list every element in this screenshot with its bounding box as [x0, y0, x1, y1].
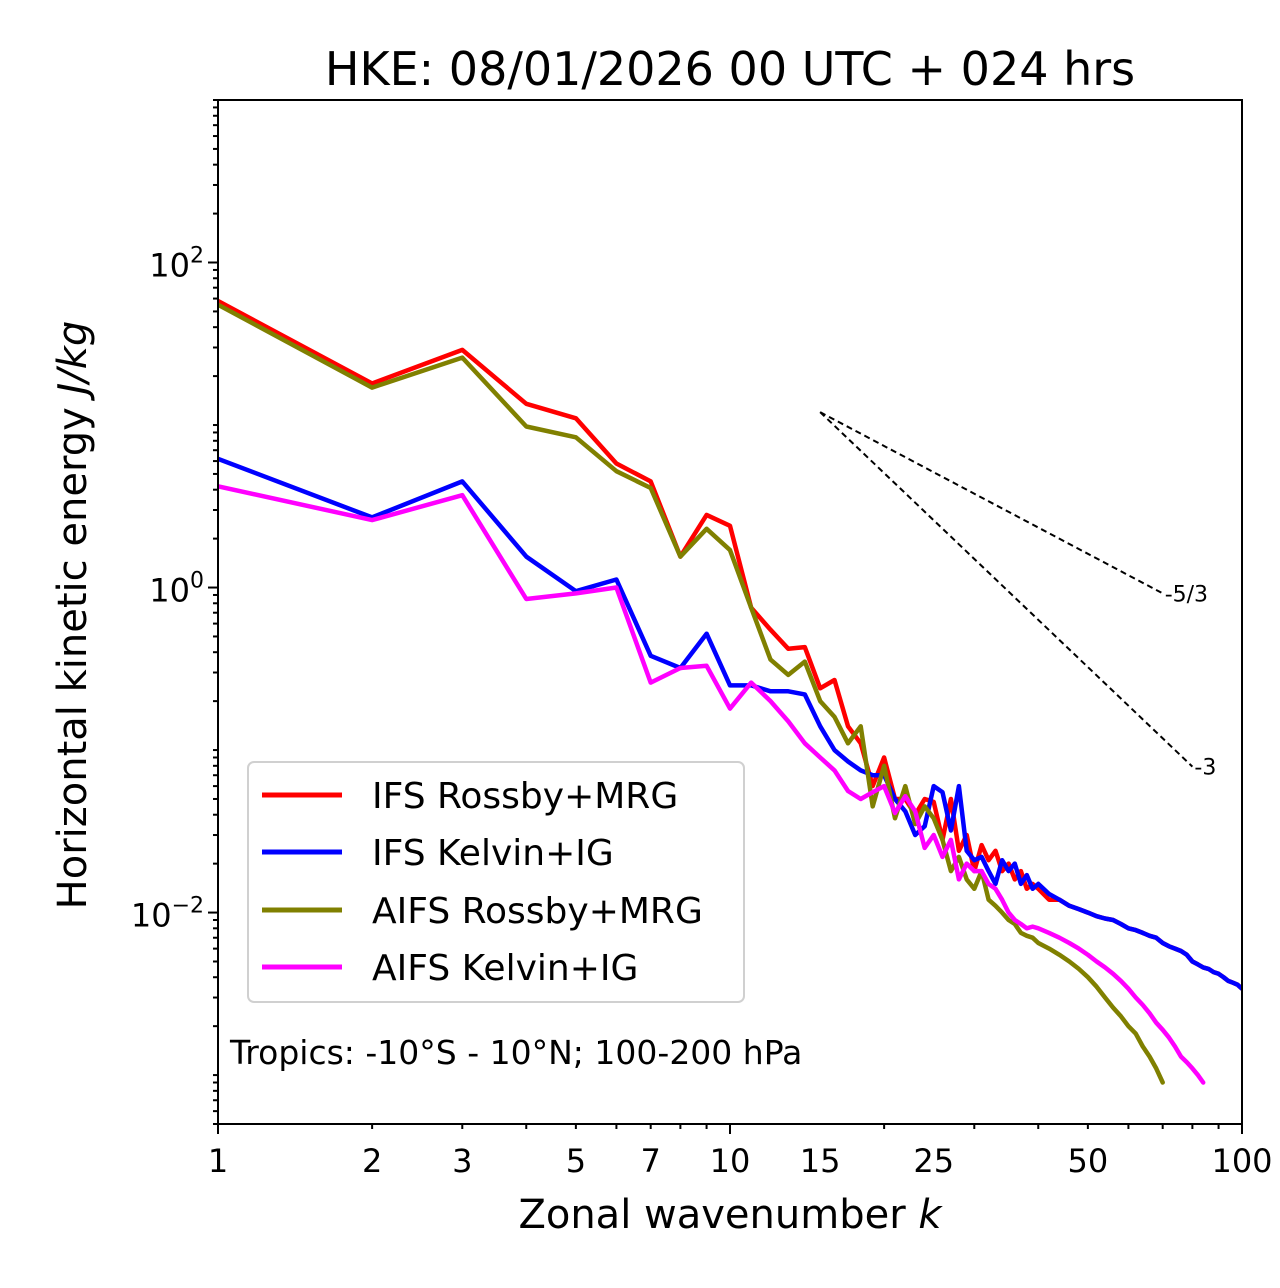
legend-label-aifs-kelvin: AIFS Kelvin+IG — [372, 948, 638, 989]
x-axis-label-var: k — [918, 1192, 943, 1238]
reference-slopes: -5/3 -3 — [819, 411, 1216, 781]
y-tick-label: 100 — [149, 569, 204, 610]
y-axis-label-text: Horizontal kinetic energy — [50, 407, 96, 909]
x-tick-label: 15 — [800, 1142, 841, 1180]
series-line-aifs-rossby-mrg — [218, 302, 1165, 1085]
legend-box — [247, 761, 745, 1003]
legend: IFS Rossby+MRG IFS Kelvin+IG AIFS Rossby… — [247, 761, 745, 1003]
y-axis-label-units: J/kg — [50, 321, 96, 402]
x-tick-label: 5 — [566, 1142, 586, 1180]
reference-slope-label: -3 — [1194, 756, 1216, 781]
x-tick-label: 2 — [362, 1142, 382, 1180]
region-annotation: Tropics: -10°S - 10°N; 100-200 hPa — [229, 1033, 802, 1072]
x-tick-label: 3 — [452, 1142, 472, 1180]
legend-label-aifs-rossby: AIFS Rossby+MRG — [372, 891, 703, 932]
series-layer — [218, 298, 1242, 1085]
x-tick-label: 7 — [641, 1142, 661, 1180]
x-tick-label: 1 — [208, 1142, 228, 1180]
series-line-ifs-kelvin-ig — [218, 456, 1242, 991]
legend-label-ifs-kelvin: IFS Kelvin+IG — [372, 833, 614, 874]
reference-slope-line — [819, 411, 1194, 768]
x-axis-label: Zonal wavenumber k — [518, 1192, 943, 1238]
x-tick-label: 100 — [1211, 1142, 1272, 1180]
x-axis-label-text: Zonal wavenumber — [518, 1192, 906, 1238]
y-axis-label: Horizontal kinetic energy J/kg — [50, 321, 96, 910]
x-tick-label: 10 — [710, 1142, 751, 1180]
y-tick-labels: 10−2 100 102 — [131, 244, 204, 935]
reference-slope-label: -5/3 — [1165, 582, 1208, 607]
reference-slope-line — [819, 411, 1164, 595]
plot-frame — [217, 99, 1243, 1125]
chart-title: HKE: 08/01/2026 00 UTC + 024 hrs — [325, 42, 1135, 96]
series-line-aifs-kelvin-ig — [218, 484, 1206, 1085]
x-tick-labels: 1 2 3 5 7 10 15 25 50 100 — [208, 1142, 1273, 1180]
x-tick-label: 25 — [913, 1142, 954, 1180]
y-tick-label: 10−2 — [131, 894, 204, 935]
x-tick-label: 50 — [1068, 1142, 1109, 1180]
y-tick-label: 102 — [149, 244, 204, 285]
legend-label-ifs-rossby: IFS Rossby+MRG — [372, 776, 678, 817]
